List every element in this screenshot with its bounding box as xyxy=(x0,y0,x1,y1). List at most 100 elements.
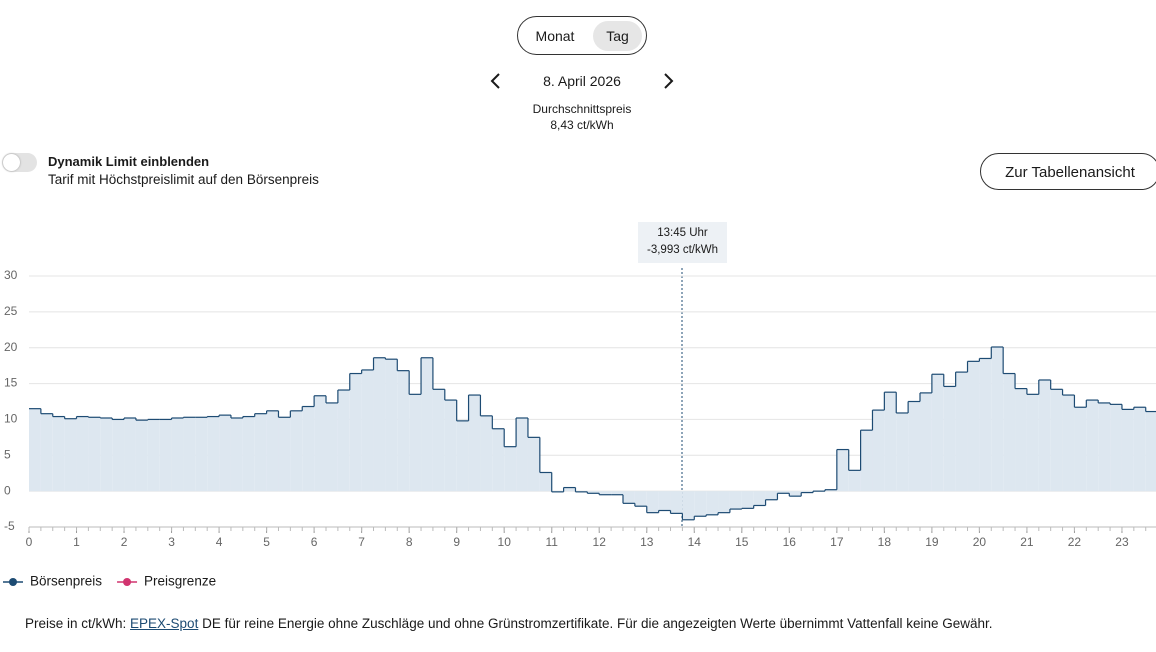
y-tick-label: 5 xyxy=(4,447,11,461)
legend-label: Preisgrenze xyxy=(144,574,216,589)
x-tick-label: 6 xyxy=(311,535,318,549)
area-step xyxy=(337,390,350,492)
area-step xyxy=(230,417,243,492)
area-step xyxy=(1133,407,1146,492)
area-step xyxy=(908,401,920,492)
x-tick-label: 2 xyxy=(121,535,128,549)
area-step xyxy=(40,413,53,492)
view-toggle: Monat Tag xyxy=(517,16,647,55)
tooltip: 13:45 Uhr -3,993 ct/kWh xyxy=(638,222,727,263)
area-step xyxy=(634,491,647,507)
area-step xyxy=(623,491,635,504)
area-step xyxy=(302,406,315,492)
area-step xyxy=(729,491,742,510)
area-step xyxy=(967,361,980,492)
area-step xyxy=(1145,411,1156,492)
area-step xyxy=(753,491,766,506)
area-step xyxy=(195,417,208,492)
area-step xyxy=(920,392,932,492)
area-step xyxy=(1015,388,1027,492)
footnote-link[interactable]: EPEX-Spot xyxy=(130,616,199,631)
tooltip-value: -3,993 ct/kWh xyxy=(647,244,718,256)
legend-label: Börsenpreis xyxy=(30,574,102,589)
area-step xyxy=(361,369,374,492)
area-step xyxy=(1121,409,1134,492)
area-step xyxy=(124,417,136,492)
area-step xyxy=(278,417,291,492)
area-step xyxy=(373,357,386,492)
limit-description: Tarif mit Höchstpreislimit auf den Börse… xyxy=(48,172,319,187)
next-arrow[interactable] xyxy=(661,72,677,90)
area-step xyxy=(599,491,612,495)
area-step xyxy=(385,359,398,492)
y-tick-label: 25 xyxy=(4,304,18,318)
area-step xyxy=(421,357,433,492)
area-step xyxy=(884,392,897,492)
footnote: Preise in ct/kWh: EPEX-Spot DE für reine… xyxy=(25,615,993,633)
area-step xyxy=(943,386,956,492)
x-tick-label: 8 xyxy=(406,535,413,549)
area-step xyxy=(171,417,184,492)
y-tick-label: 0 xyxy=(4,483,11,497)
footnote-text: DE für reine Energie ohne Zuschläge und … xyxy=(198,616,993,631)
area-step xyxy=(432,389,445,492)
area-step xyxy=(456,420,469,492)
footnote-text: Preise in ct/kWh: xyxy=(25,616,131,631)
area-step xyxy=(611,491,623,495)
area-step xyxy=(1026,394,1039,492)
area-step xyxy=(979,358,992,492)
area-step xyxy=(183,417,196,492)
area-step xyxy=(860,430,873,492)
table-button[interactable]: Zur Tabellenansicht xyxy=(980,153,1156,190)
y-tick-label: 30 xyxy=(4,268,18,282)
area-step xyxy=(159,419,172,492)
x-tick-label: 17 xyxy=(830,535,844,549)
area-step xyxy=(587,491,600,494)
switch[interactable] xyxy=(2,153,37,172)
x-tick-label: 21 xyxy=(1020,535,1034,549)
x-tick-label: 12 xyxy=(593,535,607,549)
area-step xyxy=(219,415,231,492)
prev-arrow[interactable] xyxy=(488,72,504,90)
legend-dot xyxy=(123,578,132,586)
limit-toggle: Dynamik Limit einblenden Tarif mit Höchs… xyxy=(48,153,319,189)
x-tick-label: 0 xyxy=(26,535,33,549)
x-tick-label: 9 xyxy=(453,535,460,549)
toggle-option-active[interactable]: Tag xyxy=(593,21,642,51)
area-step xyxy=(527,437,540,492)
legend-dot xyxy=(9,578,17,586)
area-step xyxy=(326,402,338,492)
area-step xyxy=(563,487,576,492)
area-step xyxy=(100,417,113,492)
area-step xyxy=(1062,395,1075,492)
toggle-option[interactable]: Monat xyxy=(535,28,575,44)
area-step xyxy=(480,415,493,492)
area-step xyxy=(872,410,885,492)
area-step xyxy=(492,428,505,492)
area-step xyxy=(52,416,65,492)
area-step xyxy=(765,491,778,500)
area-step xyxy=(147,419,160,492)
area-step xyxy=(314,395,326,492)
area-step xyxy=(955,372,968,492)
x-tick-label: 15 xyxy=(735,535,749,549)
area-step xyxy=(991,346,1004,492)
area-step xyxy=(682,491,695,520)
y-tick-label: 15 xyxy=(4,376,18,390)
area-step xyxy=(468,395,481,492)
area-step xyxy=(706,491,719,515)
x-tick-label: 11 xyxy=(545,535,558,549)
x-tick-label: 22 xyxy=(1068,535,1082,549)
area-step xyxy=(1098,402,1111,492)
area-step xyxy=(207,416,220,492)
average-value: 8,43 ct/kWh xyxy=(550,118,614,132)
area-step xyxy=(741,491,754,509)
area-step xyxy=(29,408,41,492)
y-tick-label: 20 xyxy=(4,340,18,354)
area-step xyxy=(670,491,683,514)
area-step xyxy=(694,491,707,517)
average: Durchschnittspreis 8,43 ct/kWh xyxy=(482,101,682,133)
area-step xyxy=(135,420,148,492)
